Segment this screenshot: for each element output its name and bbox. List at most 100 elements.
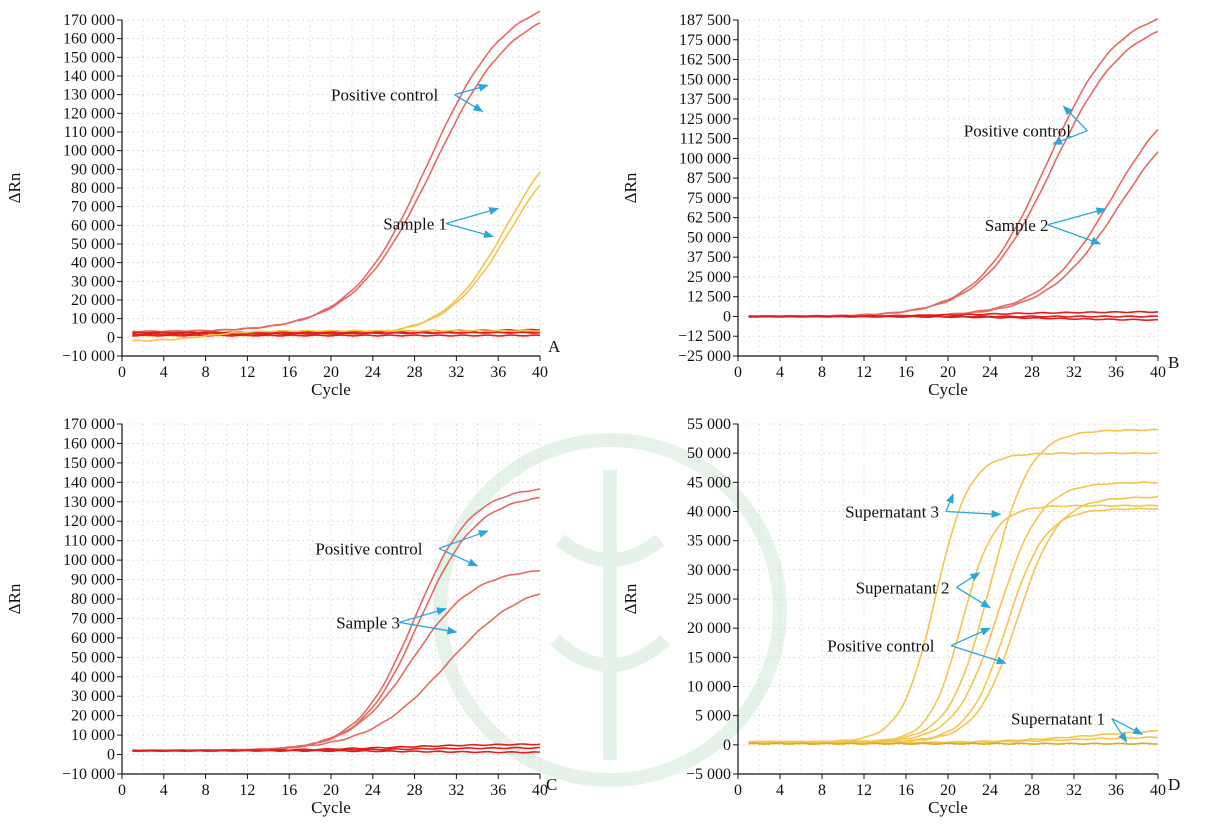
y-tick-label: 110 000 xyxy=(64,533,115,550)
x-tick-label: 32 xyxy=(1066,364,1082,381)
x-tick-label: 20 xyxy=(940,364,956,381)
annotation-sample-1: Sample 1 xyxy=(383,207,500,238)
annotation-arrow xyxy=(945,493,954,512)
series-line-1 xyxy=(132,10,541,333)
y-tick-label: 130 000 xyxy=(63,87,115,104)
y-tick-label: 162 500 xyxy=(679,52,731,69)
annotation-label: Positive control xyxy=(827,637,934,656)
y-tick-label: 170 000 xyxy=(63,416,115,433)
x-tick-label: 28 xyxy=(407,782,423,799)
x-tick-label: 4 xyxy=(776,782,784,799)
y-tick-label: 125 000 xyxy=(679,111,731,128)
x-tick-label: 0 xyxy=(118,364,126,381)
annotation-label: Positive control xyxy=(964,122,1071,141)
y-tick-label: 160 000 xyxy=(63,31,115,48)
y-tick-label: 40 000 xyxy=(71,255,115,272)
x-tick-label: 12 xyxy=(856,364,872,381)
annotation-sample-3: Sample 3 xyxy=(336,607,458,635)
x-tick-label: 40 xyxy=(1150,364,1166,381)
y-axis-title: ΔRn xyxy=(621,583,640,614)
x-tick-label: 32 xyxy=(1066,782,1082,799)
annotation-arrow xyxy=(1052,130,1088,145)
y-tick-label: −25 000 xyxy=(678,348,731,365)
y-tick-label: 62 500 xyxy=(687,210,731,227)
y-tick-label: 30 000 xyxy=(71,688,115,705)
x-axis-title: Cycle xyxy=(311,798,351,817)
series-line-4 xyxy=(748,151,1159,318)
x-tick-label: 8 xyxy=(202,364,210,381)
series-line-3 xyxy=(748,128,1159,318)
annotation-arrow xyxy=(950,645,1007,665)
y-axis-title: ΔRn xyxy=(621,172,640,203)
x-tick-label: 36 xyxy=(1108,364,1124,381)
x-axis-title: Cycle xyxy=(311,380,351,399)
y-tick-label: 37 500 xyxy=(687,249,731,266)
y-tick-label: 25 000 xyxy=(687,269,731,286)
y-tick-label: 35 000 xyxy=(687,533,731,550)
y-tick-label: 90 000 xyxy=(71,572,115,589)
panel-letter: B xyxy=(1168,353,1179,372)
x-tick-label: 8 xyxy=(202,782,210,799)
series-line-9 xyxy=(132,329,541,342)
y-tick-label: 137 500 xyxy=(679,91,731,108)
x-tick-label: 0 xyxy=(734,364,742,381)
y-tick-label: 25 000 xyxy=(687,591,731,608)
x-tick-label: 36 xyxy=(490,782,506,799)
y-tick-label: 10 000 xyxy=(71,311,115,328)
y-tick-label: 100 000 xyxy=(63,552,115,569)
y-tick-label: 15 000 xyxy=(687,649,731,666)
series-lines xyxy=(748,428,1159,745)
annotation-sample-2: Sample 2 xyxy=(985,207,1107,245)
y-tick-label: 20 000 xyxy=(71,292,115,309)
y-tick-label: 12 500 xyxy=(687,289,731,306)
y-tick-label: 50 000 xyxy=(71,649,115,666)
y-tick-label: 170 000 xyxy=(63,12,115,29)
y-tick-label: 140 000 xyxy=(63,68,115,85)
x-tick-label: 20 xyxy=(323,782,339,799)
annotation-arrow xyxy=(445,222,494,238)
x-axis-title: Cycle xyxy=(928,798,968,817)
x-tick-label: 12 xyxy=(239,364,255,381)
x-tick-label: 36 xyxy=(1108,782,1124,799)
annotation-arrow xyxy=(438,530,489,550)
x-tick-label: 0 xyxy=(118,782,126,799)
annotation-arrow xyxy=(1111,718,1144,735)
y-tick-label: 50 000 xyxy=(71,236,115,253)
y-tick-label: 40 000 xyxy=(71,669,115,686)
x-tick-label: 28 xyxy=(1024,364,1040,381)
y-tick-label: 130 000 xyxy=(63,494,115,511)
y-tick-label: 0 xyxy=(107,329,115,346)
panel-letter: D xyxy=(1168,775,1180,794)
x-tick-label: 12 xyxy=(856,782,872,799)
y-tick-label: 0 xyxy=(107,747,115,764)
annotation-arrow xyxy=(950,627,991,647)
x-tick-label: 16 xyxy=(281,782,297,799)
x-tick-label: 40 xyxy=(1150,782,1166,799)
y-tick-label: 5 000 xyxy=(695,708,731,725)
x-tick-label: 16 xyxy=(898,782,914,799)
annotation-arrow xyxy=(1062,105,1088,132)
x-tick-label: 36 xyxy=(490,364,506,381)
grid-lines xyxy=(121,423,541,775)
annotation-label: Sample 2 xyxy=(985,216,1049,235)
x-tick-label: 24 xyxy=(982,364,998,381)
series-line-2 xyxy=(132,22,541,333)
x-tick-label: 24 xyxy=(365,782,381,799)
y-tick-label: 140 000 xyxy=(63,474,115,491)
x-tick-label: 28 xyxy=(1024,782,1040,799)
y-tick-label: 187 500 xyxy=(679,12,731,29)
y-tick-label: 50 000 xyxy=(687,229,731,246)
x-tick-label: 12 xyxy=(239,782,255,799)
annotation-arrow xyxy=(956,572,981,588)
annotation-arrow xyxy=(1047,224,1102,245)
annotation-label: Supernatant 3 xyxy=(845,503,939,522)
x-tick-label: 16 xyxy=(898,364,914,381)
y-tick-label: −10 000 xyxy=(62,348,115,365)
x-tick-label: 8 xyxy=(818,364,826,381)
annotation-arrow xyxy=(398,607,447,623)
series-line-4 xyxy=(132,184,541,337)
y-tick-label: 30 000 xyxy=(71,273,115,290)
series-line-2 xyxy=(748,30,1159,318)
